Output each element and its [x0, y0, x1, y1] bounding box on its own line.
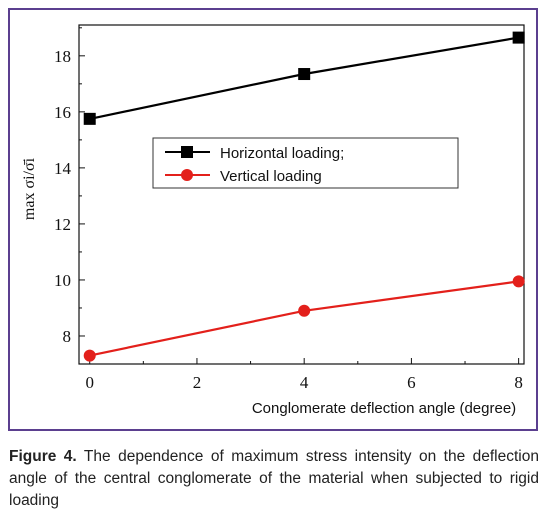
- legend-label-vertical: Vertical loading: [220, 168, 322, 185]
- chart-series: [83, 31, 525, 362]
- figure-caption: Figure 4. The dependence of maximum stre…: [9, 446, 539, 512]
- data-point-vertical: [512, 275, 525, 288]
- figure-frame: [8, 8, 538, 431]
- data-point-horizontal: [298, 68, 311, 81]
- caption-text: The dependence of maximum stress intensi…: [9, 448, 539, 509]
- y-tick-label: 14: [54, 159, 72, 178]
- data-point-vertical: [298, 304, 311, 317]
- legend-label-horizontal: Horizontal loading;: [220, 145, 344, 162]
- y-tick-label: 12: [54, 215, 71, 234]
- legend: Horizontal loading; Vertical loading: [152, 137, 459, 189]
- x-tick-label: 0: [85, 373, 94, 392]
- data-point-vertical: [83, 349, 96, 362]
- y-tick-label: 16: [54, 103, 71, 122]
- y-tick-label: 18: [54, 47, 71, 66]
- y-tick-label: 10: [54, 271, 71, 290]
- caption-label: Figure 4.: [9, 448, 77, 465]
- data-point-horizontal: [83, 112, 96, 125]
- x-tick-label: 2: [193, 373, 202, 392]
- chart: 0 2 4 6 8 8 10 12 14 16 18 Horizontal loading; Ver…: [21, 24, 525, 417]
- x-tick-label: 6: [407, 373, 416, 392]
- legend-marker-vertical: [181, 169, 193, 181]
- data-point-horizontal: [512, 31, 525, 44]
- x-tick-label: 8: [514, 373, 523, 392]
- y-axis-label: max σi/σ̄i: [21, 157, 38, 220]
- x-tick-label: 4: [300, 373, 309, 392]
- legend-marker-horizontal: [181, 146, 193, 158]
- plot-area-border: [78, 24, 525, 365]
- series-line-vertical: [89, 280, 519, 357]
- y-tick-label: 8: [63, 327, 72, 346]
- x-axis-label: Conglomerate deflection angle (degree): [252, 400, 516, 417]
- chart-axes: 0 2 4 6 8 8 10 12 14 16 18: [54, 24, 525, 392]
- legend-box: [152, 137, 459, 189]
